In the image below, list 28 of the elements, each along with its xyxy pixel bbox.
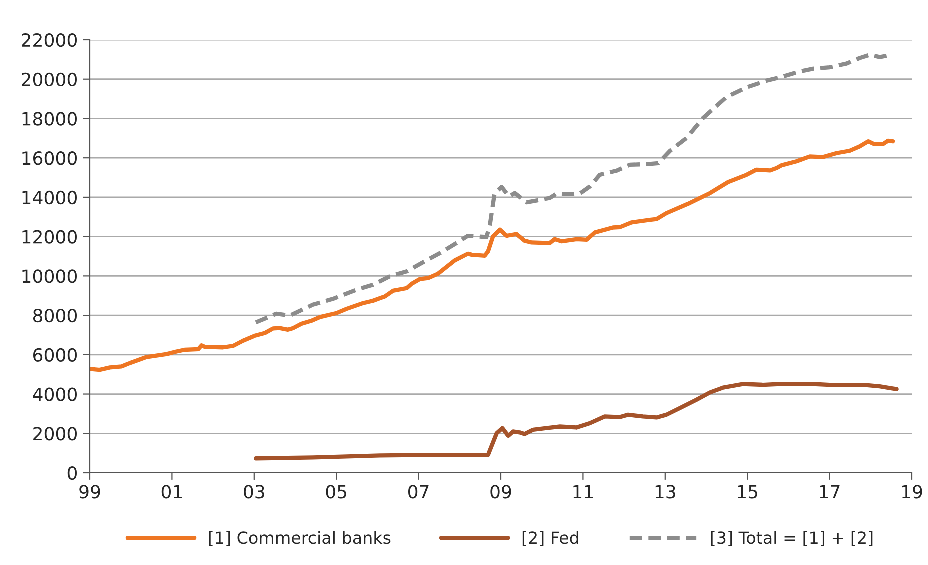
- x-tick-label: 19: [902, 485, 922, 499]
- y-tick-label: 22000: [22, 33, 77, 48]
- line-series: [90, 138, 896, 372]
- x-tick-label: 15: [738, 485, 758, 499]
- y-tick-label: 6000: [34, 348, 77, 362]
- y-tick-label: 12000: [22, 230, 77, 244]
- y-tick-label: 14000: [22, 190, 77, 205]
- legend-label: [1] Commercial banks: [209, 531, 391, 546]
- y-tick-label: 16000: [22, 152, 77, 166]
- y-tick-label: 2000: [34, 427, 77, 441]
- x-tick-label: 07: [408, 485, 429, 499]
- x-tick-label: 01: [162, 485, 182, 499]
- legend-label: [3] Total = [1] + [2]: [711, 531, 873, 546]
- y-tick-label: 18000: [22, 112, 77, 126]
- x-tick-label: 13: [656, 485, 676, 499]
- legend-label: [2] Fed: [522, 531, 578, 546]
- x-tick-label: 17: [820, 485, 840, 499]
- line-series: [254, 382, 899, 461]
- x-tick-label: 11: [574, 485, 594, 499]
- x-tick-label: 05: [326, 485, 347, 499]
- x-tick-label: 03: [244, 485, 264, 499]
- x-tick-label: 99: [80, 485, 100, 499]
- y-tick-label: 20000: [22, 72, 77, 86]
- y-tick-label: 0: [68, 466, 77, 480]
- y-tick-label: 4000: [33, 388, 77, 402]
- y-tick-label: 10000: [22, 270, 77, 284]
- x-tick-label: 09: [490, 485, 512, 499]
- y-tick-label: 8000: [33, 309, 77, 323]
